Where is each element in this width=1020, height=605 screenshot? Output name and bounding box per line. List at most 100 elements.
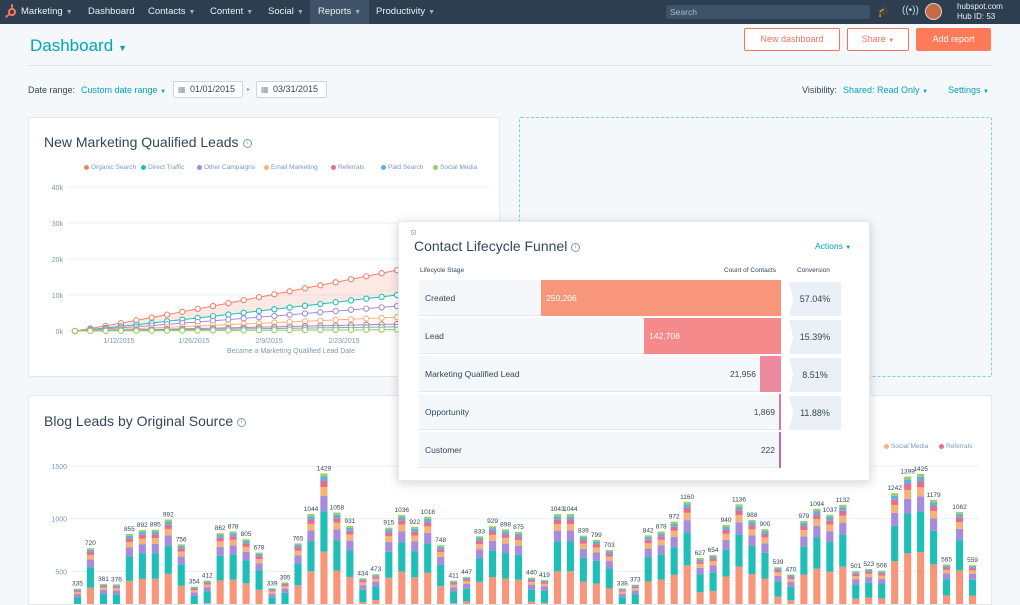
bar-segment[interactable]: [722, 529, 730, 534]
bar-segment[interactable]: [891, 561, 899, 604]
funnel-bar[interactable]: [779, 432, 781, 468]
bar-segment[interactable]: [761, 531, 769, 534]
bar-segment[interactable]: [748, 522, 756, 526]
data-point[interactable]: [271, 291, 278, 298]
bar-segment[interactable]: [878, 598, 886, 604]
bar-segment[interactable]: [164, 528, 172, 536]
bar-segment[interactable]: [450, 580, 458, 582]
bar-segment[interactable]: [489, 526, 497, 529]
funnel-row-customer[interactable]: Customer 222: [419, 432, 781, 468]
bar-segment[interactable]: [968, 573, 977, 580]
bar-segment[interactable]: [385, 536, 393, 543]
bar-segment[interactable]: [424, 532, 432, 544]
bar-segment[interactable]: [514, 579, 523, 604]
bar-segment[interactable]: [177, 556, 185, 565]
data-point[interactable]: [332, 299, 339, 306]
data-point[interactable]: [347, 297, 355, 304]
bar-segment[interactable]: [917, 496, 925, 512]
bar-segment[interactable]: [553, 571, 561, 604]
bar-segment[interactable]: [424, 516, 432, 519]
legend-item[interactable]: Referrals: [939, 443, 972, 450]
new-dashboard-button[interactable]: New dashboard: [744, 28, 840, 51]
bar-segment[interactable]: [579, 543, 587, 549]
bar-segment[interactable]: [670, 526, 678, 531]
data-point[interactable]: [225, 299, 232, 307]
bar-segment[interactable]: [722, 526, 730, 530]
bar-segment[interactable]: [709, 555, 717, 557]
bar-segment[interactable]: [566, 541, 574, 572]
bar-segment[interactable]: [930, 502, 938, 507]
funnel-row-created[interactable]: Created 250,206: [419, 280, 781, 316]
bar-segment[interactable]: [450, 587, 458, 592]
bar-segment[interactable]: [826, 531, 834, 543]
bar-segment[interactable]: [359, 602, 367, 604]
bar-segment[interactable]: [579, 535, 587, 538]
bar-segment[interactable]: [411, 528, 419, 532]
bar-segment[interactable]: [618, 597, 626, 604]
bar-segment[interactable]: [683, 565, 691, 604]
bar-segment[interactable]: [138, 530, 146, 532]
bar-segment[interactable]: [605, 551, 613, 554]
bar-segment[interactable]: [748, 574, 756, 604]
data-point[interactable]: [378, 314, 385, 322]
bar-segment[interactable]: [618, 591, 626, 594]
bar-segment[interactable]: [359, 585, 367, 590]
data-point[interactable]: [317, 317, 324, 324]
bar-segment[interactable]: [125, 538, 133, 543]
bar-segment[interactable]: [450, 603, 458, 604]
bar-segment[interactable]: [761, 529, 769, 532]
bar-segment[interactable]: [514, 554, 523, 580]
bar-segment[interactable]: [955, 512, 964, 515]
bar-segment[interactable]: [164, 573, 172, 604]
bar-segment[interactable]: [540, 602, 549, 604]
bar-segment[interactable]: [553, 524, 561, 531]
bar-segment[interactable]: [955, 522, 964, 529]
bar-segment[interactable]: [566, 523, 574, 531]
data-point[interactable]: [194, 327, 201, 334]
bar-segment[interactable]: [943, 565, 951, 568]
bar-segment[interactable]: [878, 570, 886, 572]
bar-segment[interactable]: [917, 511, 925, 552]
data-point[interactable]: [148, 314, 155, 321]
bar-segment[interactable]: [930, 530, 938, 565]
bar-segment[interactable]: [411, 541, 419, 552]
bar-segment[interactable]: [411, 526, 419, 529]
bar-segment[interactable]: [255, 563, 263, 571]
bar-segment[interactable]: [514, 531, 523, 534]
bar-segment[interactable]: [787, 575, 795, 577]
bar-segment[interactable]: [774, 568, 782, 571]
bar-segment[interactable]: [86, 554, 95, 560]
bar-segment[interactable]: [709, 590, 717, 604]
bar-segment[interactable]: [800, 526, 808, 531]
bar-segment[interactable]: [748, 545, 756, 575]
data-point[interactable]: [209, 327, 217, 334]
bar-segment[interactable]: [592, 539, 600, 542]
bar-segment[interactable]: [592, 560, 600, 584]
data-point[interactable]: [117, 327, 125, 334]
bar-segment[interactable]: [813, 508, 821, 512]
bar-segment[interactable]: [696, 557, 704, 560]
bar-segment[interactable]: [800, 546, 808, 575]
data-point[interactable]: [255, 314, 263, 321]
bar-segment[interactable]: [904, 484, 912, 490]
bar-segment[interactable]: [813, 514, 821, 520]
data-point[interactable]: [286, 326, 293, 334]
bar-segment[interactable]: [177, 551, 185, 557]
bar-segment[interactable]: [190, 588, 198, 591]
bar-segment[interactable]: [346, 527, 354, 531]
funnel-bar[interactable]: 142,708: [644, 318, 781, 354]
bar-segment[interactable]: [943, 579, 951, 596]
bar-segment[interactable]: [826, 516, 834, 521]
bar-segment[interactable]: [631, 586, 639, 589]
data-point[interactable]: [255, 294, 263, 301]
add-report-button[interactable]: Add report: [916, 28, 991, 51]
bar-segment[interactable]: [618, 593, 626, 598]
bar-segment[interactable]: [190, 586, 198, 588]
bar-segment[interactable]: [86, 567, 95, 588]
nav-item-marketing[interactable]: Marketing ▼: [21, 0, 73, 24]
bar-segment[interactable]: [216, 533, 224, 536]
data-point[interactable]: [317, 300, 324, 308]
bar-segment[interactable]: [112, 590, 120, 595]
bar-segment[interactable]: [242, 551, 250, 561]
info-icon[interactable]: i: [237, 417, 247, 427]
